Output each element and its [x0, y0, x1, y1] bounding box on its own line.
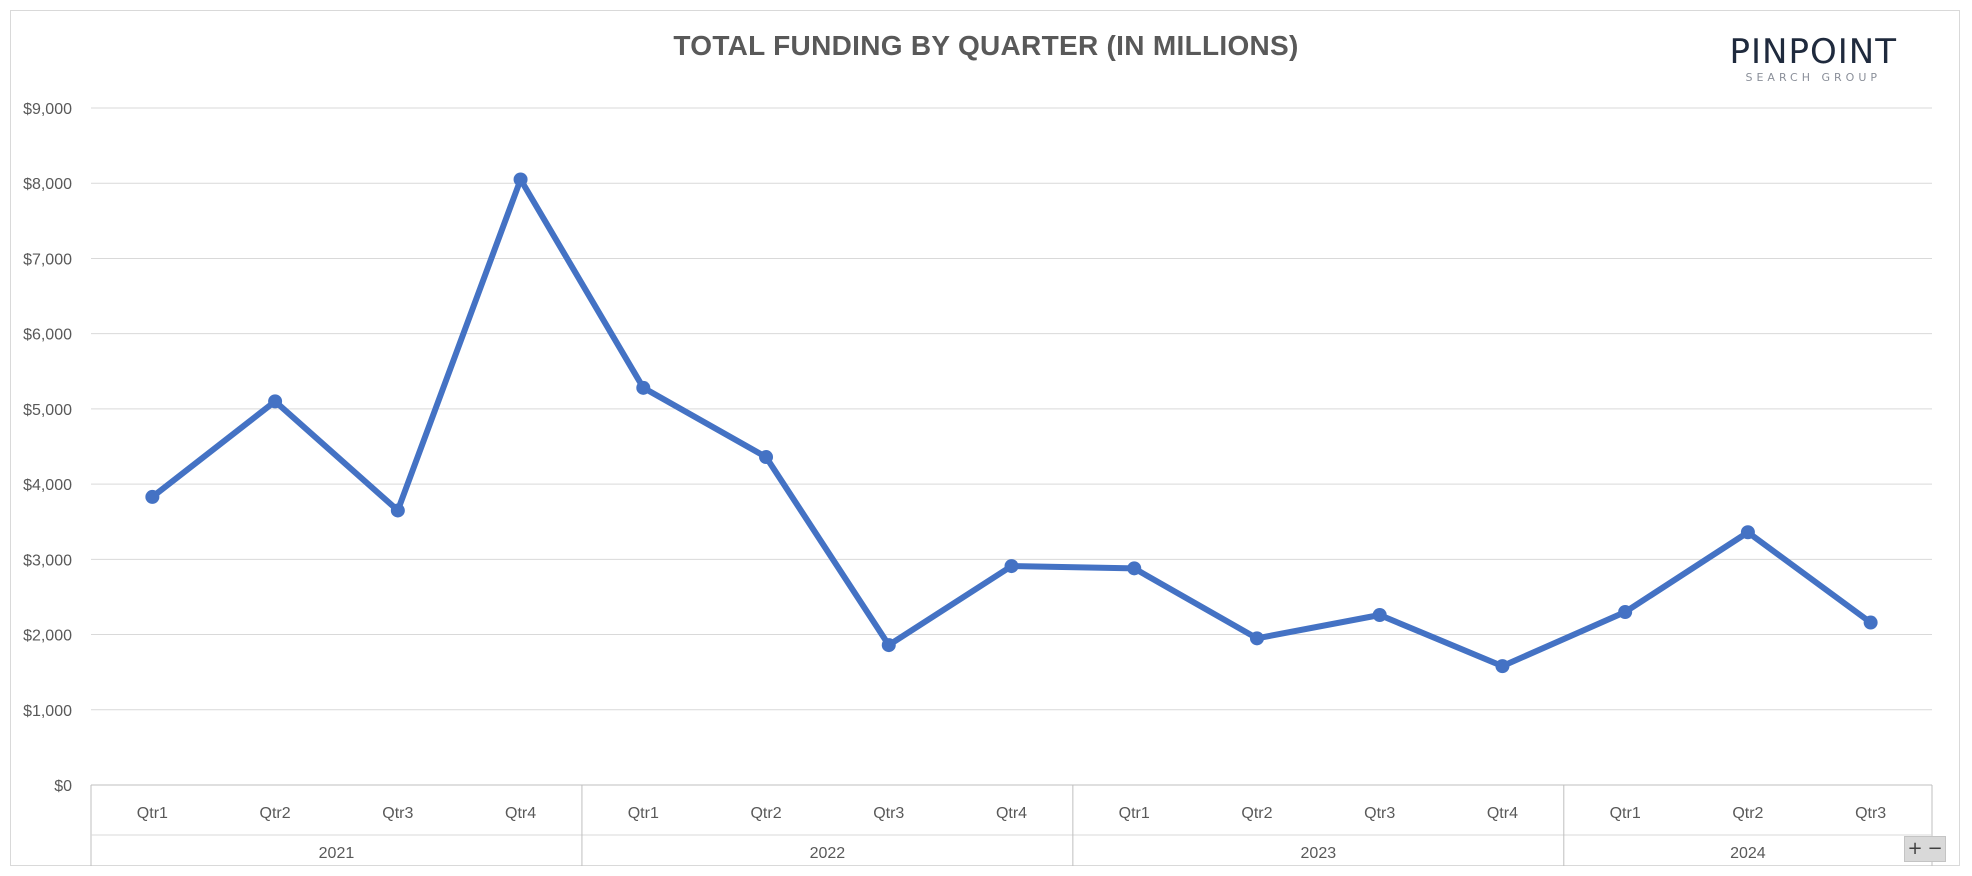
- data-point: [1495, 659, 1510, 674]
- y-tick-label: $9,000: [23, 101, 72, 118]
- data-point: [881, 638, 896, 653]
- zoom-out-button[interactable]: −: [1927, 838, 1943, 859]
- quarter-label: Qtr2: [1732, 805, 1763, 822]
- quarter-label: Qtr3: [382, 805, 413, 822]
- data-point: [636, 380, 651, 395]
- y-tick-label: $2,000: [23, 628, 72, 645]
- y-tick-label: $1,000: [23, 703, 72, 720]
- logo-sub-text: SEARCH GROUP: [1745, 71, 1882, 84]
- chart-title: TOTAL FUNDING BY QUARTER (IN MILLIONS): [673, 30, 1299, 61]
- data-point: [1249, 631, 1264, 646]
- data-point: [1372, 607, 1387, 622]
- y-tick-label: $3,000: [23, 552, 72, 569]
- quarter-label: Qtr1: [137, 805, 168, 822]
- quarter-label: Qtr4: [996, 805, 1027, 822]
- pinpoint-logo: PINPOINT SEARCH GROUP: [1730, 35, 1897, 84]
- chart-frame: [10, 10, 1960, 866]
- quarter-label: Qtr1: [628, 805, 659, 822]
- y-tick-label: $0: [54, 778, 72, 795]
- year-label: 2021: [319, 845, 355, 862]
- y-tick-label: $4,000: [23, 477, 72, 494]
- quarter-label: Qtr2: [1241, 805, 1272, 822]
- y-tick-label: $7,000: [23, 251, 72, 268]
- quarter-label: Qtr4: [1487, 805, 1518, 822]
- data-point: [1863, 615, 1878, 630]
- quarter-label: Qtr2: [260, 805, 291, 822]
- quarter-label: Qtr3: [1855, 805, 1886, 822]
- data-point: [759, 450, 774, 465]
- quarter-label: Qtr3: [1364, 805, 1395, 822]
- data-point: [1004, 559, 1019, 574]
- zoom-in-button[interactable]: +: [1907, 838, 1923, 859]
- quarter-label: Qtr1: [1610, 805, 1641, 822]
- year-label: 2022: [810, 845, 846, 862]
- data-point: [1127, 561, 1142, 576]
- data-point: [145, 489, 160, 504]
- y-tick-label: $8,000: [23, 176, 72, 193]
- zoom-control: + −: [1904, 836, 1946, 862]
- quarter-label: Qtr2: [750, 805, 781, 822]
- quarter-label: Qtr1: [1119, 805, 1150, 822]
- data-point: [1618, 604, 1633, 619]
- y-tick-label: $5,000: [23, 402, 72, 419]
- quarter-label: Qtr4: [505, 805, 536, 822]
- year-label: 2024: [1730, 845, 1766, 862]
- y-tick-label: $6,000: [23, 327, 72, 344]
- data-point: [390, 503, 405, 518]
- series-line: [149, 176, 1874, 670]
- data-point: [1740, 525, 1755, 540]
- quarter-label: Qtr3: [873, 805, 904, 822]
- year-label: 2023: [1301, 845, 1337, 862]
- data-point: [513, 172, 528, 187]
- data-point: [268, 394, 283, 409]
- logo-main-text: PINPOINT: [1729, 32, 1897, 72]
